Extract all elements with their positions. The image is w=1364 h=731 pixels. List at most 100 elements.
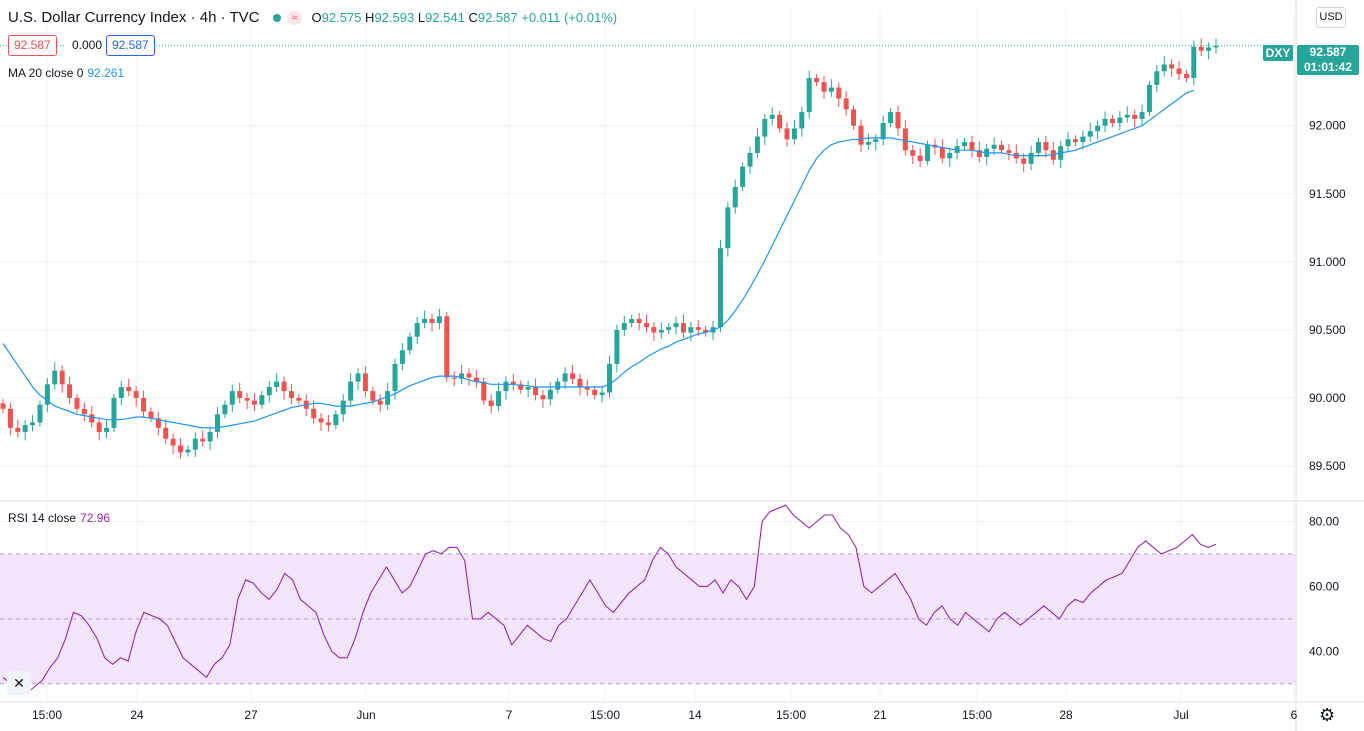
symbol-title[interactable]: U.S. Dollar Currency Index · 4h · TVC [8,9,260,26]
candle-body [451,377,457,379]
time-tick-label: Jun [356,708,375,722]
ma-legend[interactable]: MA 20 close 0 92.261 [8,66,124,80]
candle-body [533,387,539,396]
low-label: L [417,10,426,25]
candle-body [325,422,331,426]
time-tick-label: Jul [1173,708,1188,722]
ma-line [2,89,1195,429]
candle-body [126,387,132,392]
candle-body [962,142,968,147]
candle-body [37,404,43,423]
candle-body [740,166,746,187]
candle-body [296,397,302,401]
candle-body [185,449,191,453]
rsi-line [2,504,1217,695]
candle-body [540,395,546,400]
candle-body [281,381,287,392]
candle-body [1028,152,1034,164]
candle-body [769,114,775,119]
time-tick-label: 15:00 [32,708,62,722]
candle-body [666,327,672,330]
rsi-legend[interactable]: RSI 14 close 72.96 [8,511,110,525]
candle-body [399,350,405,364]
price-tick-label: 90.000 [1309,391,1346,405]
buy-price-box[interactable]: 92.587 [106,35,155,56]
candle-body [1154,71,1160,85]
candle-body [466,373,472,378]
candle-body [1132,114,1138,119]
candle-body [510,381,516,385]
rsi-axis-labels: 40.00 60.00 80.00 [1309,514,1339,658]
high-label: H [365,10,375,25]
time-tick-label: 24 [130,708,144,722]
candle-body [22,425,28,432]
candle-body [562,373,568,382]
low-value: 92.541 [425,10,465,25]
price-tick-label: 91.000 [1309,255,1346,269]
candle-body [717,248,723,328]
candle-body [266,387,272,396]
time-tick-label: 14 [688,708,702,722]
candle-body [976,150,982,157]
close-icon[interactable]: ✕ [7,671,31,695]
rsi-tick-label: 60.00 [1309,579,1339,593]
candle-body [30,422,36,426]
candle-body [828,87,834,92]
candle-body [584,387,590,390]
sell-price-box[interactable]: 92.587 [8,35,57,56]
time-tick-label: 15:00 [590,708,620,722]
wave-icon[interactable]: ≈ [287,10,302,25]
candle-body [1072,139,1078,143]
candle-body [969,142,975,151]
price-tick-label: 92.000 [1309,119,1346,133]
candle-body [1124,114,1130,118]
candle-body [858,125,864,145]
gear-icon[interactable]: ⚙ [1319,705,1336,725]
candle-body [621,323,627,330]
candle-body [473,377,479,382]
candle-body [148,411,154,419]
candle-body [170,438,176,446]
price-candles [0,38,1219,459]
candle-body [688,327,694,333]
candle-body [577,378,583,388]
candle-body [784,128,790,140]
candle-body [141,397,147,412]
candle-body [725,207,731,249]
candle-body [821,82,827,92]
candle-body [888,112,894,123]
candle-body [81,408,87,415]
last-price-value: 92.587 [1309,45,1347,59]
candle-body [643,323,649,328]
candle-body [1095,125,1101,132]
candle-body [895,112,901,129]
y-axis-labels: 89.500 90.000 90.500 91.000 91.500 92.000 [1309,119,1346,473]
candle-body [96,422,102,432]
candle-body [873,139,879,143]
candle-body [1109,118,1115,123]
ma-20-line [2,89,1195,429]
rsi-band [0,553,1296,685]
price-tick-label: 91.500 [1309,187,1346,201]
candle-body [910,150,916,156]
candle-body [1021,158,1027,164]
ma-legend-label: MA 20 close 0 [8,66,84,80]
rsi-tick-label: 40.00 [1309,644,1339,658]
symbol-badge: DXY [1263,45,1293,61]
candle-body [865,142,871,145]
candle-body [15,427,21,432]
price-tick-label: 89.500 [1309,459,1346,473]
chart-header: U.S. Dollar Currency Index · 4h · TVC ≈ … [8,9,617,26]
candle-body [777,114,783,129]
candle-body [370,391,376,401]
high-value: 92.593 [374,10,415,25]
candle-body [385,391,391,405]
candle-body [318,418,324,423]
candle-body [333,414,339,426]
currency-button[interactable]: USD [1316,7,1346,28]
candle-body [525,387,531,390]
candle-body [214,414,220,432]
time-tick-label: 28 [1059,708,1073,722]
candle-body [111,397,117,428]
